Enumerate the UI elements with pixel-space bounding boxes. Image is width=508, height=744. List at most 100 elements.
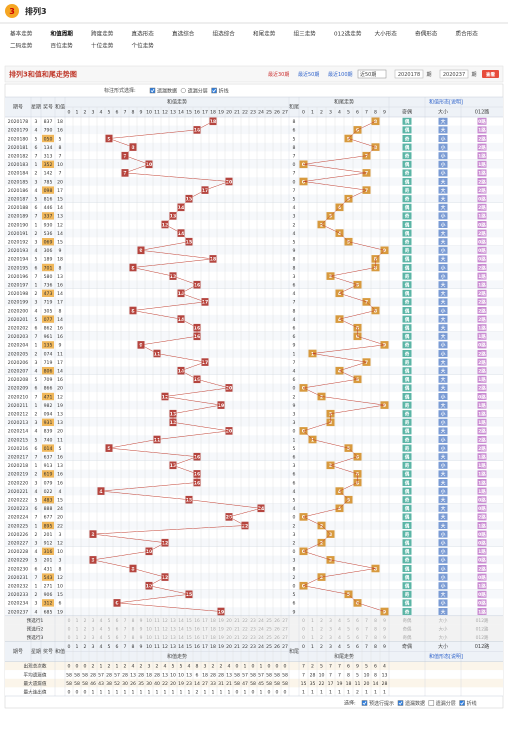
checkbox[interactable] <box>459 700 465 706</box>
preselect-cell[interactable]: 1 <box>76 618 79 624</box>
preselect-cell[interactable]: 14 <box>178 627 184 633</box>
preselect-cell[interactable]: 25 <box>266 635 272 641</box>
preselect-cell[interactable]: 24 <box>258 627 264 633</box>
preselect-cell[interactable]: 11 <box>154 618 160 624</box>
option-label[interactable]: 遗漏数据 <box>157 87 177 94</box>
preselect-cell[interactable]: 23 <box>250 627 256 633</box>
checkbox[interactable] <box>149 87 156 94</box>
checkbox[interactable] <box>397 700 404 706</box>
preselect-cell[interactable]: 9 <box>140 627 143 633</box>
preselect-cell[interactable]: 25 <box>266 618 272 624</box>
checkbox[interactable] <box>428 700 435 706</box>
preselect-cell[interactable]: 17 <box>202 618 208 624</box>
preselect-cell[interactable]: 012路 <box>476 626 489 633</box>
nav-tab[interactable]: 大小形态 <box>375 30 398 38</box>
preselect-cell[interactable]: 14 <box>178 618 184 624</box>
preselect-cell[interactable]: 大小 <box>439 634 448 641</box>
nav-tab[interactable]: 奇偶形态 <box>415 30 438 38</box>
preselect-cell[interactable]: 7 <box>124 635 127 641</box>
preselect-cell[interactable]: 5 <box>108 618 111 624</box>
preselect-cell[interactable]: 20 <box>226 627 232 633</box>
preselect-cell[interactable]: 6 <box>356 627 359 633</box>
nav-tab[interactable]: 组选综合 <box>213 30 236 38</box>
preselect-cell[interactable]: 22 <box>242 618 248 624</box>
preselect-cell[interactable]: 20 <box>226 635 232 641</box>
to-input[interactable] <box>439 69 469 79</box>
preselect-cell[interactable]: 9 <box>140 618 143 624</box>
preselect-cell[interactable]: 22 <box>242 635 248 641</box>
preselect-cell[interactable]: 5 <box>108 627 111 633</box>
preselect-cell[interactable]: 12 <box>162 635 168 641</box>
preselect-cell[interactable]: 012路 <box>476 634 489 641</box>
nav-tab[interactable]: 基本走势 <box>10 30 33 38</box>
preselect-cell[interactable]: 1 <box>311 618 314 624</box>
preselect-cell[interactable]: 25 <box>266 627 272 633</box>
preselect-cell[interactable]: 奇偶 <box>403 626 412 633</box>
preselect-cell[interactable]: 5 <box>108 635 111 641</box>
preselect-cell[interactable]: 21 <box>234 618 240 624</box>
option-label[interactable]: 折线 <box>467 700 477 707</box>
preselect-cell[interactable]: 27 <box>282 618 288 624</box>
preselect-cell[interactable]: 16 <box>194 618 200 624</box>
preselect-cell[interactable]: 7 <box>365 627 368 633</box>
preselect-cell[interactable]: 8 <box>374 618 377 624</box>
preselect-cell[interactable]: 3 <box>329 627 332 633</box>
nav-tab[interactable]: 百位走势 <box>51 42 74 50</box>
preselect-cell[interactable]: 14 <box>178 635 184 641</box>
preselect-cell[interactable]: 10 <box>146 618 152 624</box>
preselect-cell[interactable]: 24 <box>258 618 264 624</box>
range-link[interactable]: 最近50期 <box>298 71 319 78</box>
preselect-cell[interactable]: 26 <box>274 635 280 641</box>
preselect-cell[interactable]: 4 <box>338 627 341 633</box>
preselect-cell[interactable]: 21 <box>234 635 240 641</box>
preselect-cell[interactable]: 13 <box>170 627 176 633</box>
preselect-cell[interactable]: 15 <box>186 627 192 633</box>
preselect-cell[interactable]: 2 <box>84 618 87 624</box>
preselect-cell[interactable]: 3 <box>92 627 95 633</box>
preselect-cell[interactable]: 16 <box>194 627 200 633</box>
preselect-cell[interactable]: 12 <box>162 627 168 633</box>
preselect-cell[interactable]: 8 <box>374 627 377 633</box>
option-label[interactable]: 遗漏分层 <box>436 700 456 707</box>
preselect-cell[interactable]: 18 <box>210 627 216 633</box>
preselect-cell[interactable]: 9 <box>383 618 386 624</box>
preselect-cell[interactable]: 1 <box>311 635 314 641</box>
preselect-cell[interactable]: 6 <box>356 635 359 641</box>
preselect-cell[interactable]: 21 <box>234 627 240 633</box>
preselect-cell[interactable]: 8 <box>132 635 135 641</box>
preselect-cell[interactable]: 23 <box>250 635 256 641</box>
preselect-cell[interactable]: 2 <box>320 627 323 633</box>
preselect-cell[interactable]: 0 <box>302 618 305 624</box>
preselect-cell[interactable]: 5 <box>347 618 350 624</box>
range-link[interactable]: 最近30期 <box>268 71 289 78</box>
nav-tab[interactable]: 十位走势 <box>91 42 114 50</box>
option-label[interactable]: 折线 <box>219 87 229 94</box>
preselect-cell[interactable]: 13 <box>170 635 176 641</box>
view-button[interactable] <box>482 70 499 78</box>
preselect-cell[interactable]: 012路 <box>476 617 489 624</box>
preselect-cell[interactable]: 7 <box>124 627 127 633</box>
preselect-cell[interactable]: 20 <box>226 618 232 624</box>
nav-tab[interactable]: 质合形态 <box>456 30 479 38</box>
nav-tab[interactable]: 012选走势 <box>334 30 362 38</box>
preselect-cell[interactable]: 0 <box>302 635 305 641</box>
preselect-cell[interactable]: 13 <box>170 618 176 624</box>
preselect-cell[interactable]: 11 <box>154 635 160 641</box>
preselect-cell[interactable]: 3 <box>329 618 332 624</box>
preselect-cell[interactable]: 9 <box>383 627 386 633</box>
preselect-cell[interactable]: 奇偶 <box>403 634 412 641</box>
preselect-cell[interactable]: 1 <box>311 627 314 633</box>
preselect-cell[interactable]: 4 <box>338 635 341 641</box>
nav-tab[interactable]: 直选综合 <box>172 30 195 38</box>
preselect-cell[interactable]: 6 <box>356 618 359 624</box>
checkbox[interactable] <box>211 87 217 94</box>
nav-tab[interactable]: 直选形态 <box>132 30 155 38</box>
preselect-cell[interactable]: 5 <box>347 627 350 633</box>
preselect-cell[interactable]: 15 <box>186 618 192 624</box>
preselect-cell[interactable]: 23 <box>250 618 256 624</box>
preselect-cell[interactable]: 8 <box>132 627 135 633</box>
from-input[interactable] <box>394 69 424 79</box>
preselect-cell[interactable]: 2 <box>84 635 87 641</box>
nav-tab[interactable]: 组三走势 <box>294 30 317 38</box>
preselect-cell[interactable]: 6 <box>116 618 119 624</box>
